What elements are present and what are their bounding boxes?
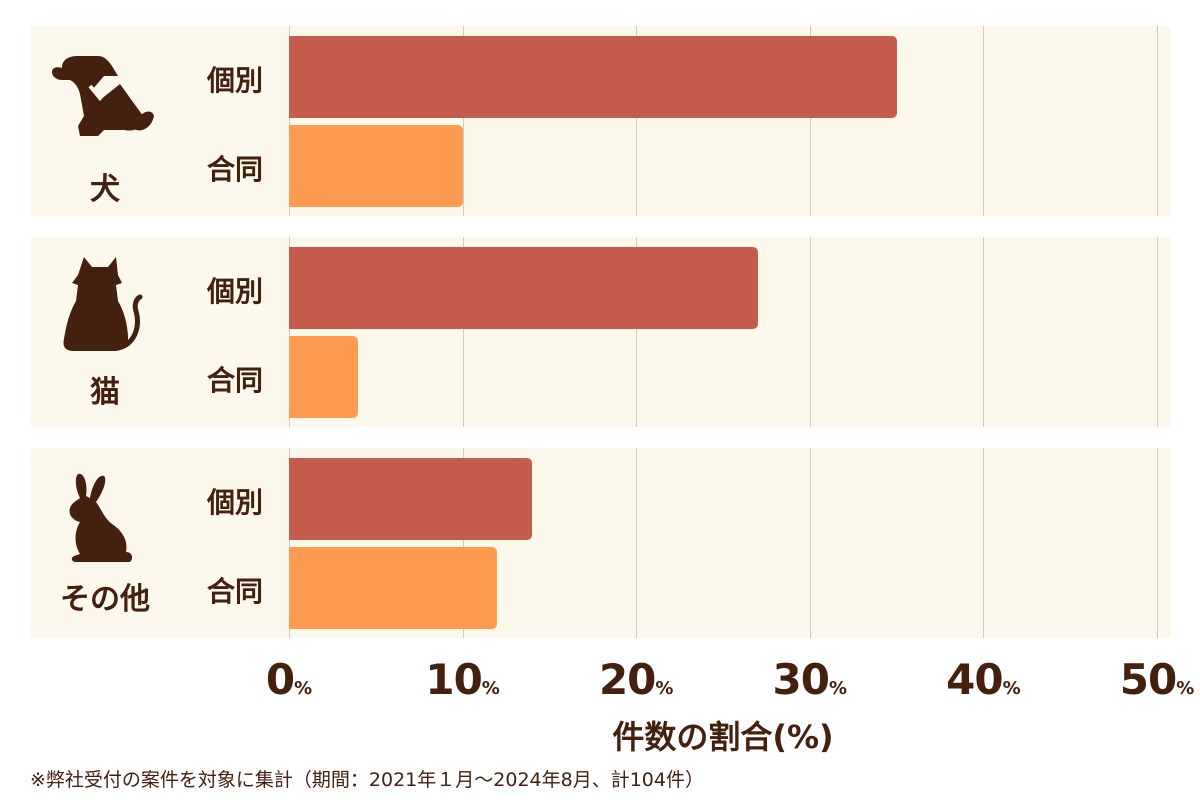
group-panel-cat: 猫 個別 合同 (30, 237, 1171, 427)
x-tick-0: 0% (265, 655, 313, 704)
x-tick-20: 20% (598, 655, 674, 704)
gridline-20 (636, 448, 638, 638)
group-panel-other: その他 個別 合同 (30, 448, 1171, 638)
gridline-50 (1157, 26, 1158, 216)
plot-area (289, 237, 1171, 427)
x-tick-10: 10% (425, 655, 500, 704)
gridline-10 (462, 26, 464, 216)
plot-area (289, 448, 1171, 638)
dog-icon (52, 56, 154, 136)
rabbit-icon (69, 473, 133, 562)
group-label-other: その他 (60, 582, 150, 617)
gridline-30 (809, 26, 811, 216)
gridline-20 (636, 237, 638, 427)
cat-icon (63, 257, 143, 351)
gridline-30 (809, 237, 811, 427)
group-label-dog: 犬 (90, 172, 120, 207)
bar-dog-joint (289, 125, 463, 207)
bar-dog-individual (289, 36, 897, 118)
gridline-40 (983, 448, 985, 638)
group-label-cat: 猫 (90, 375, 120, 410)
axis-line (289, 26, 290, 216)
gridline-10 (462, 237, 464, 427)
bar-other-individual (289, 458, 533, 540)
gridline-10 (462, 448, 464, 638)
gridline-40 (983, 237, 985, 427)
bar-cat-joint (289, 336, 359, 418)
x-tick-50: 50% (1119, 655, 1195, 704)
axis-line (289, 448, 290, 638)
plot-area (289, 26, 1171, 216)
gridline-40 (983, 26, 985, 216)
axis-line (289, 237, 290, 427)
x-tick-40: 40% (946, 655, 1021, 704)
footnote: ※弊社受付の案件を対象に集計（期間：2021年１月～2024年8月、計104件） (30, 769, 704, 791)
bar-cat-individual (289, 247, 758, 329)
row-label-joint: 合同 (206, 575, 263, 608)
gridline-50 (1157, 448, 1158, 638)
row-label-joint: 合同 (206, 364, 263, 397)
row-label-joint: 合同 (206, 153, 263, 186)
group-panel-dog: 犬 個別 合同 (30, 26, 1171, 216)
row-label-individual: 個別 (206, 486, 263, 519)
row-label-individual: 個別 (206, 275, 263, 308)
row-label-individual: 個別 (206, 64, 263, 97)
bar-other-joint (289, 547, 498, 629)
x-axis-title: 件数の割合(%) (612, 718, 834, 756)
x-tick-30: 30% (772, 655, 848, 704)
gridline-30 (809, 448, 811, 638)
gridline-20 (636, 26, 638, 216)
gridline-50 (1157, 237, 1158, 427)
